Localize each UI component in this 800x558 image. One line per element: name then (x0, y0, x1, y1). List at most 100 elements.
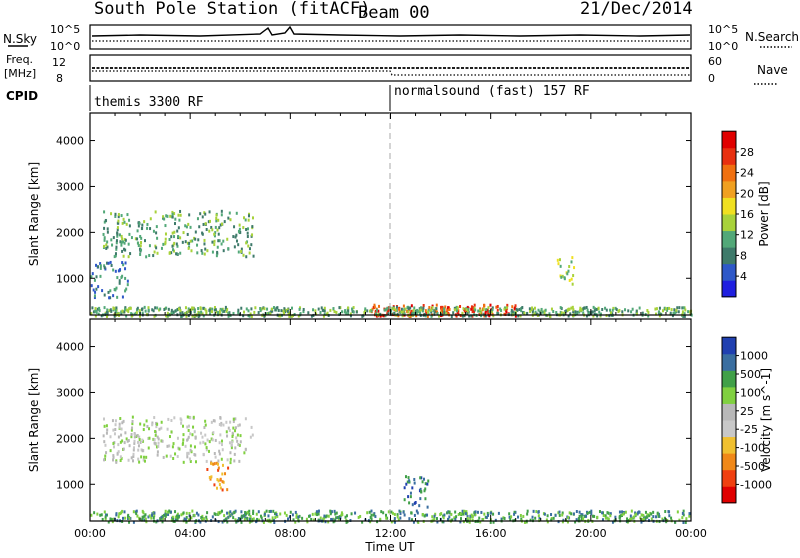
data-cell (334, 512, 337, 516)
data-cell (329, 308, 332, 312)
data-cell (122, 240, 125, 244)
power-x-ticks (89, 113, 692, 315)
data-cell (231, 512, 234, 516)
data-cell (657, 512, 660, 516)
data-cell (161, 514, 164, 518)
data-cell (217, 468, 220, 472)
data-cell (151, 308, 154, 312)
data-cell (231, 435, 234, 439)
data-cell (121, 421, 124, 425)
data-cell (205, 311, 208, 315)
data-cell (249, 515, 252, 519)
data-cell (118, 425, 121, 429)
data-cell (454, 510, 457, 514)
data-cell (378, 304, 381, 308)
data-cell (182, 438, 185, 442)
data-cell (141, 515, 144, 519)
data-cell (646, 308, 649, 312)
data-cell (580, 517, 583, 521)
data-cell (658, 314, 661, 318)
data-cell (121, 295, 124, 299)
data-cell (376, 520, 379, 524)
data-cell (409, 495, 412, 499)
data-cell (374, 310, 377, 314)
data-cell (239, 434, 242, 438)
data-cell (483, 314, 486, 318)
data-cell (148, 244, 151, 248)
data-cell (577, 517, 580, 521)
data-cell (393, 512, 396, 516)
data-cell (494, 518, 497, 522)
data-cell (218, 449, 221, 453)
data-cell (415, 314, 418, 318)
data-cell (246, 235, 249, 239)
data-cell (609, 512, 612, 516)
data-cell (226, 434, 229, 438)
data-cell (177, 234, 180, 238)
data-cell (197, 513, 200, 517)
data-cell (246, 231, 249, 235)
data-cell (523, 520, 526, 524)
data-cell (218, 226, 221, 230)
data-cell (233, 245, 236, 249)
data-cell (213, 451, 216, 455)
data-cell (137, 224, 140, 228)
data-cell (109, 289, 112, 293)
data-cell (109, 449, 112, 453)
data-cell (682, 314, 685, 318)
data-cell (408, 479, 411, 483)
data-cell (107, 520, 110, 524)
data-cell (184, 518, 187, 522)
data-cell (174, 510, 177, 514)
data-cell (410, 309, 413, 313)
data-cell (196, 243, 199, 247)
data-cell (325, 312, 328, 316)
data-cell (242, 226, 245, 230)
data-cell (545, 518, 548, 522)
data-cell (166, 214, 169, 218)
data-cell (105, 424, 108, 428)
data-cell (205, 515, 208, 519)
data-cell (681, 511, 684, 515)
data-cell (590, 509, 593, 513)
data-cell (214, 225, 217, 229)
data-cell (487, 513, 490, 517)
data-cell (182, 433, 185, 437)
data-cell (196, 251, 199, 255)
data-cell (566, 272, 569, 276)
data-cell (177, 307, 180, 311)
data-cell (550, 307, 553, 311)
data-cell (180, 421, 183, 425)
data-cell (137, 444, 140, 448)
data-cell (448, 515, 451, 519)
data-cell (172, 457, 175, 461)
data-cell (639, 516, 642, 520)
data-cell (333, 509, 336, 513)
data-cell (218, 423, 221, 427)
data-cell (95, 310, 98, 314)
data-cell (339, 516, 342, 520)
data-cell (426, 505, 429, 509)
data-cell (162, 455, 165, 459)
data-cell (473, 303, 476, 307)
data-cell (596, 515, 599, 519)
data-cell (99, 513, 102, 517)
data-cell (235, 239, 238, 243)
data-cell (543, 512, 546, 516)
data-cell (370, 513, 373, 517)
data-cell (185, 314, 188, 318)
nave-tick-top: 60 (708, 55, 722, 68)
data-cell (661, 517, 664, 521)
data-cell (170, 518, 173, 522)
data-cell (247, 214, 250, 218)
data-cell (173, 416, 176, 420)
data-cell (533, 306, 536, 310)
data-cell (221, 463, 224, 467)
data-cell (626, 517, 629, 521)
data-cell (160, 420, 163, 424)
data-cell (131, 422, 134, 426)
colorbar-tick-label: 12 (740, 229, 754, 242)
data-cell (383, 308, 386, 312)
data-cell (155, 421, 158, 425)
